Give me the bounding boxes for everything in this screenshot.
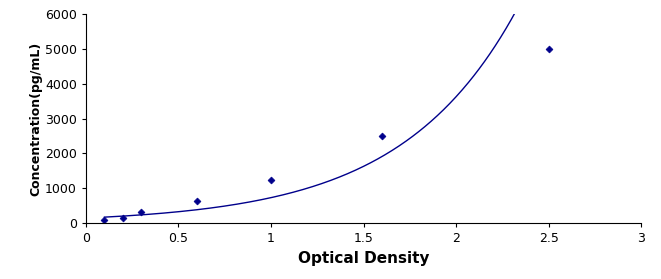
Y-axis label: Concentration(pg/mL): Concentration(pg/mL) bbox=[29, 42, 42, 196]
X-axis label: Optical Density: Optical Density bbox=[298, 251, 429, 266]
